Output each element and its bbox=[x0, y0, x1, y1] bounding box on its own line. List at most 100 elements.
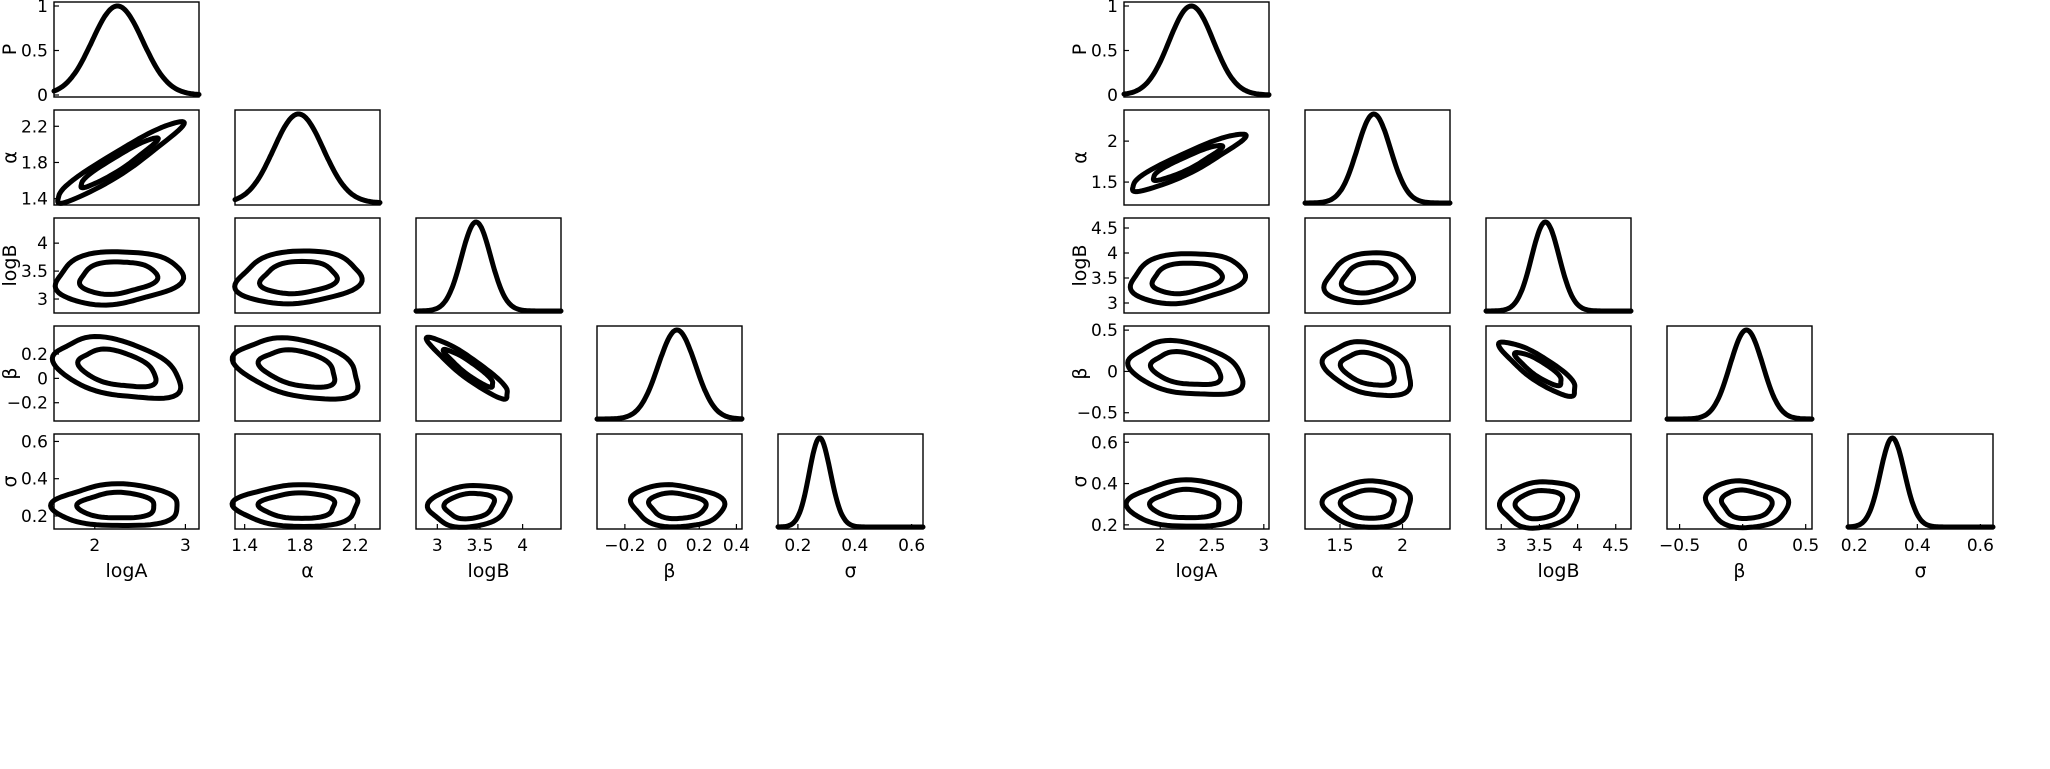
xtick-label: 2 bbox=[89, 536, 100, 556]
xtick-label: −0.5 bbox=[1659, 536, 1700, 556]
xtick-label: 4 bbox=[1572, 536, 1583, 556]
xtick-label: 3 bbox=[180, 536, 191, 556]
subplot-3-1 bbox=[1304, 325, 1451, 422]
marginal-curve-0 bbox=[51, 3, 202, 97]
subplot-1-0: 1.4 1.8 2.2 α bbox=[0, 109, 200, 210]
subplot-4-2: 3 3.5 4 4.5 logB bbox=[1485, 433, 1632, 582]
subplot-frame bbox=[1123, 325, 1270, 422]
yaxis-label-2: logB bbox=[1069, 245, 1091, 287]
subplot-frame bbox=[1485, 217, 1632, 314]
subplot-4-1: 1.5 2α bbox=[1304, 433, 1451, 582]
contour-inner bbox=[646, 490, 709, 522]
subplot-2-1 bbox=[232, 217, 381, 314]
contour-inner bbox=[1718, 487, 1775, 521]
contour-outer bbox=[1497, 479, 1581, 531]
contour-outer bbox=[229, 482, 361, 529]
contour-outer bbox=[48, 481, 180, 528]
ytick-label: 0.4 bbox=[21, 470, 48, 490]
xtick-label: 0 bbox=[657, 536, 668, 556]
ytick-label: 0 bbox=[1107, 86, 1118, 106]
contour-outer bbox=[1125, 337, 1246, 397]
xtick-label: 0.4 bbox=[841, 536, 868, 556]
subplot-3-2 bbox=[1485, 325, 1632, 422]
contour-outer bbox=[1319, 339, 1413, 399]
subplot-frame bbox=[234, 325, 381, 422]
subplot-frame bbox=[1304, 325, 1451, 422]
subplot-frame bbox=[777, 433, 924, 530]
subplot-3-0: −0.5 0 0.5 β bbox=[1069, 321, 1270, 424]
ytick-label: 0 bbox=[37, 86, 48, 106]
subplot-4-0: 0.2 0.4 0.6 2 2.5 3 logA σ bbox=[1069, 433, 1270, 582]
subplot-4-1: 1.4 1.8 2.2 α bbox=[229, 433, 381, 582]
subplot-3-1 bbox=[229, 325, 381, 422]
yaxis-label-4: σ bbox=[0, 475, 21, 487]
xtick-label: 0 bbox=[1737, 536, 1748, 556]
contour-inner bbox=[78, 135, 161, 191]
marginal-curve-4 bbox=[1845, 435, 1996, 530]
subplot-frame bbox=[1123, 109, 1270, 206]
subplot-frame bbox=[596, 325, 743, 422]
yaxis-label-0: P bbox=[1069, 44, 1091, 55]
ytick-label: 0.4 bbox=[1091, 475, 1118, 495]
subplot-frame bbox=[53, 109, 200, 206]
contour-inner bbox=[1512, 488, 1566, 522]
subplot-0-0: 0 0.5 1 P bbox=[1069, 0, 1272, 106]
marginal-curve-4 bbox=[775, 435, 926, 530]
contour-inner bbox=[75, 346, 159, 390]
subplot-frame bbox=[53, 217, 200, 314]
subplot-1-1 bbox=[232, 109, 383, 206]
contour-inner bbox=[1337, 349, 1397, 388]
contour-outer bbox=[55, 119, 187, 206]
subplot-frame bbox=[1123, 217, 1270, 314]
xtick-label: 2 bbox=[1155, 536, 1166, 556]
ytick-label: 0.5 bbox=[1091, 42, 1118, 62]
yaxis-label-3: β bbox=[1069, 367, 1091, 379]
contour-outer bbox=[424, 483, 513, 530]
contour-outer bbox=[229, 335, 361, 402]
subplot-frame bbox=[1666, 325, 1813, 422]
ytick-label: 3.5 bbox=[21, 262, 48, 282]
xtick-label: 0.2 bbox=[686, 536, 713, 556]
marginal-curve-0 bbox=[1121, 3, 1272, 98]
ytick-label: 2.2 bbox=[21, 117, 48, 137]
subplot-frame bbox=[1847, 433, 1994, 530]
subplot-2-2 bbox=[1483, 217, 1634, 314]
xaxis-label-4: σ bbox=[1914, 560, 1926, 582]
xtick-label: 0.4 bbox=[1904, 536, 1931, 556]
ytick-label: 0.2 bbox=[21, 507, 48, 527]
xtick-label: 0.2 bbox=[1841, 536, 1868, 556]
ytick-label: 1.4 bbox=[21, 190, 48, 210]
subplot-frame bbox=[53, 433, 200, 530]
subplot-4-4: 0.2 0.4 0.6 σ bbox=[1841, 433, 1996, 582]
xtick-label: 3.5 bbox=[1526, 536, 1553, 556]
contour-inner bbox=[440, 346, 496, 390]
xtick-label: 0.5 bbox=[1792, 536, 1819, 556]
contour-inner bbox=[257, 258, 340, 297]
contour-outer bbox=[423, 334, 510, 402]
xtick-label: 1.4 bbox=[231, 536, 258, 556]
yaxis-label-1: α bbox=[1069, 151, 1091, 164]
subplot-frame bbox=[53, 325, 200, 422]
ytick-label: −0.5 bbox=[1077, 404, 1118, 424]
xaxis-label-1: α bbox=[1371, 560, 1384, 582]
subplot-1-0: 1.5 2 α bbox=[1069, 109, 1270, 206]
marginal-curve-3 bbox=[594, 327, 745, 422]
xaxis-label-1: α bbox=[301, 560, 314, 582]
xtick-label: 1.8 bbox=[286, 536, 313, 556]
subplot-frame bbox=[234, 109, 381, 206]
ytick-label: 4 bbox=[1107, 244, 1118, 264]
xtick-label: 2 bbox=[1397, 536, 1408, 556]
contour-outer bbox=[1130, 131, 1249, 195]
contour-inner bbox=[1511, 350, 1564, 389]
xaxis-label-0: logA bbox=[1176, 560, 1218, 582]
contour-inner bbox=[1149, 260, 1225, 297]
yaxis-label-3: β bbox=[0, 367, 21, 379]
xtick-label: 4.5 bbox=[1602, 536, 1629, 556]
contour-outer bbox=[232, 248, 365, 307]
xtick-label: −0.2 bbox=[604, 536, 645, 556]
ytick-label: 1.5 bbox=[1091, 173, 1118, 193]
subplot-1-1 bbox=[1302, 109, 1453, 206]
contour-outer bbox=[1127, 251, 1248, 307]
